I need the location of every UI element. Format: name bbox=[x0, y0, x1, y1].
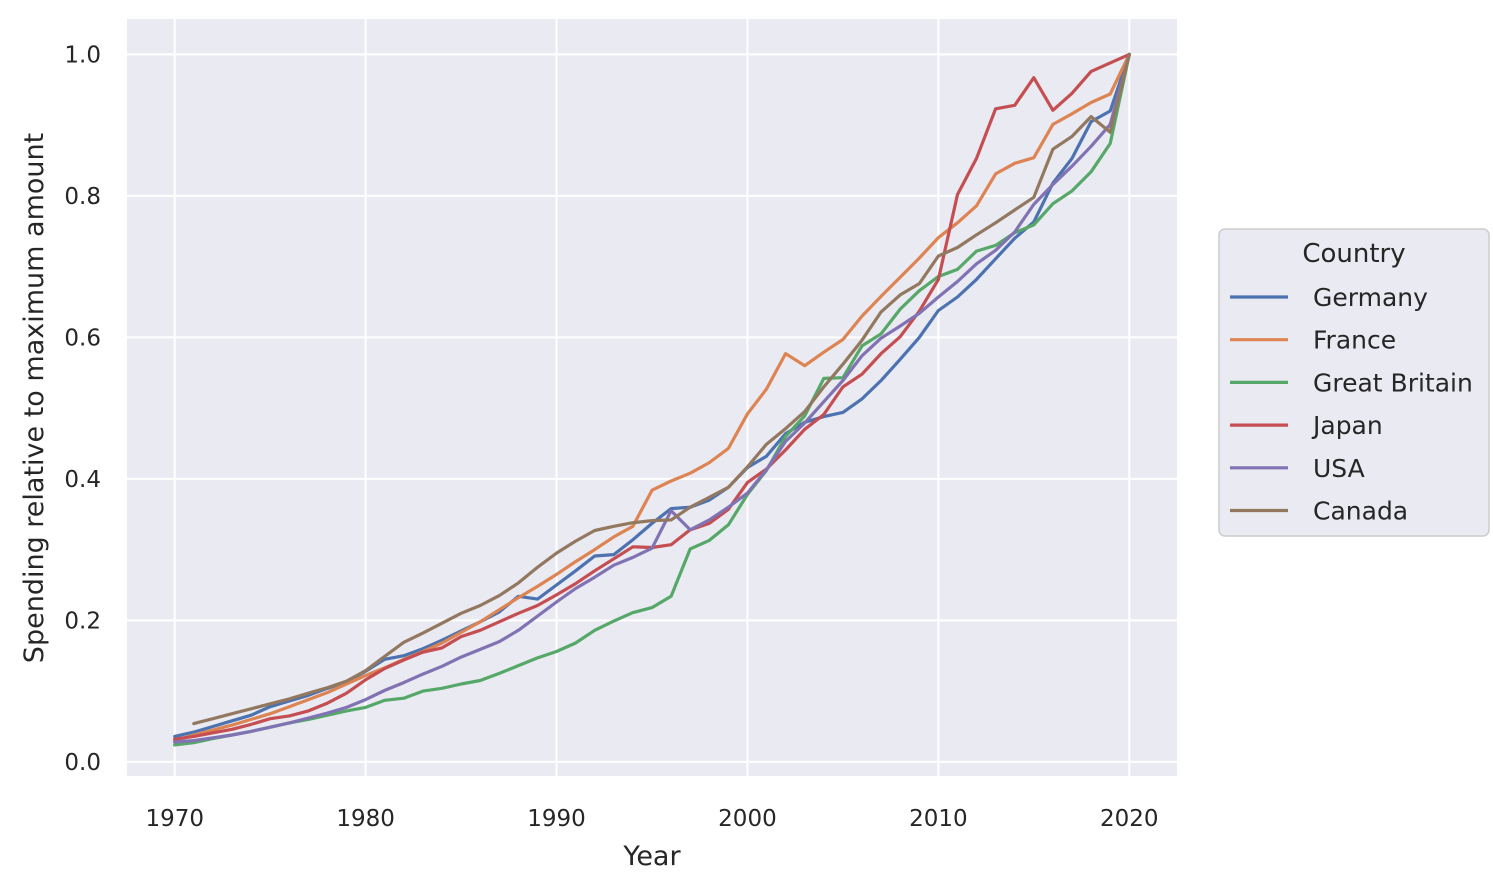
legend-label-canada: Canada bbox=[1313, 497, 1408, 526]
x-axis-ticks: 1970 1980 1990 2000 2010 2020 bbox=[145, 806, 1158, 832]
y-tick-label: 0.2 bbox=[64, 608, 101, 634]
y-tick-label: 0.0 bbox=[64, 750, 101, 776]
series-line-canada bbox=[192, 52, 1131, 726]
legend-title: Country bbox=[1302, 239, 1405, 269]
legend-label-france: France bbox=[1313, 326, 1396, 355]
series-layer bbox=[173, 52, 1131, 747]
series-line-usa bbox=[173, 52, 1131, 744]
x-tick-label: 1980 bbox=[336, 806, 395, 832]
y-axis-label: Spending relative to maximum amount bbox=[19, 133, 50, 663]
series-line-france bbox=[173, 52, 1131, 743]
series-line-great-britain bbox=[173, 52, 1131, 747]
x-tick-label: 2010 bbox=[909, 806, 968, 832]
x-tick-label: 1990 bbox=[527, 806, 586, 832]
x-tick-label: 2020 bbox=[1100, 806, 1159, 832]
legend-frame bbox=[1218, 228, 1490, 537]
y-axis-ticks: 0.0 0.2 0.4 0.6 0.8 1.0 bbox=[64, 42, 101, 775]
y-tick-label: 1.0 bbox=[64, 42, 101, 68]
legend-label-germany: Germany bbox=[1313, 283, 1428, 312]
plot-background bbox=[127, 19, 1177, 776]
legend-label-usa: USA bbox=[1313, 454, 1365, 483]
x-tick-label: 2000 bbox=[718, 806, 777, 832]
legend-label-great-britain: Great Britain bbox=[1313, 368, 1473, 397]
y-tick-label: 0.6 bbox=[64, 325, 101, 351]
legend: Country Germany France Great Britain Japan U… bbox=[1218, 228, 1490, 537]
y-tick-label: 0.4 bbox=[64, 467, 101, 493]
grid bbox=[127, 19, 1177, 776]
y-tick-label: 0.8 bbox=[64, 184, 101, 210]
legend-label-japan: Japan bbox=[1311, 411, 1383, 440]
x-axis-label: Year bbox=[622, 841, 681, 872]
x-tick-label: 1970 bbox=[145, 806, 204, 832]
legend-entries: Germany France Great Britain Japan USA Canada bbox=[1230, 283, 1473, 526]
